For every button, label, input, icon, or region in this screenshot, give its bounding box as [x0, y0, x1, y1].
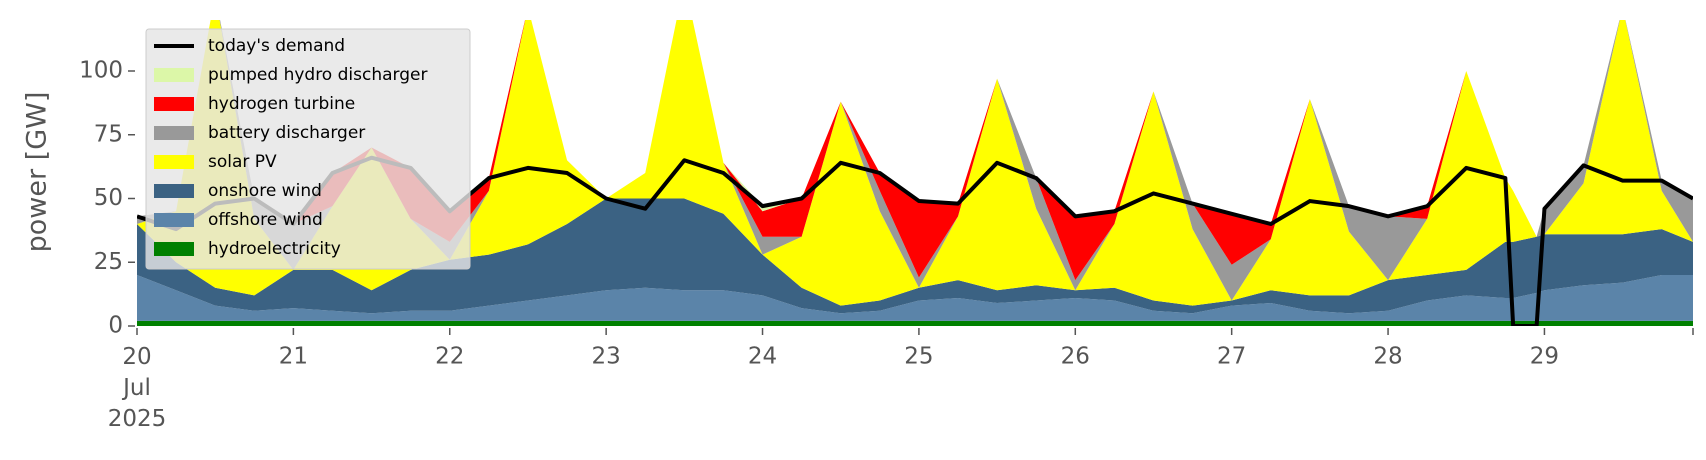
y-tick-label: 75 — [94, 121, 123, 147]
area — [137, 275, 1693, 321]
x-tick-label: 29 — [1530, 344, 1559, 370]
x-tick-label: 28 — [1373, 344, 1402, 370]
area — [137, 320, 1693, 326]
y-tick-label: 0 — [108, 313, 123, 339]
area — [137, 198, 1693, 314]
x-tick-label: 26 — [1061, 344, 1090, 370]
x-tick-label: 21 — [279, 344, 308, 370]
x-tick-label: 22 — [435, 344, 464, 370]
legend-label: pumped hydro discharger — [208, 65, 427, 85]
legend-label: battery discharger — [208, 123, 365, 143]
legend-box — [145, 28, 471, 270]
plot-area — [137, 20, 1693, 326]
x-tick-label: 27 — [1217, 344, 1246, 370]
y-tick-label: 100 — [79, 58, 123, 84]
x-tick-label: 25 — [904, 344, 933, 370]
y-tick-label: 25 — [94, 249, 123, 275]
y-axis-label: power [GW] — [22, 92, 53, 253]
legend-swatch — [154, 155, 194, 169]
x-tick-label: 23 — [592, 344, 621, 370]
legend-swatch — [154, 213, 194, 227]
legend-label: solar PV — [208, 152, 277, 172]
area — [137, 20, 1693, 306]
x-tick-label: 24 — [748, 344, 777, 370]
legend-swatch — [154, 184, 194, 198]
legend-label: hydroelectricity — [208, 239, 341, 259]
legend-label: today's demand — [208, 36, 345, 56]
legend-swatch — [154, 126, 194, 140]
legend-label: hydrogen turbine — [208, 94, 355, 114]
legend-label: offshore wind — [208, 210, 323, 230]
legend-swatch — [154, 242, 194, 256]
legend-swatch — [154, 97, 194, 111]
area — [137, 20, 1693, 281]
y-tick-label: 50 — [94, 185, 123, 211]
legend-label: onshore wind — [208, 181, 322, 201]
legend-swatch — [154, 68, 194, 82]
x-tick-label: 20 Jul 2025 — [108, 344, 167, 432]
